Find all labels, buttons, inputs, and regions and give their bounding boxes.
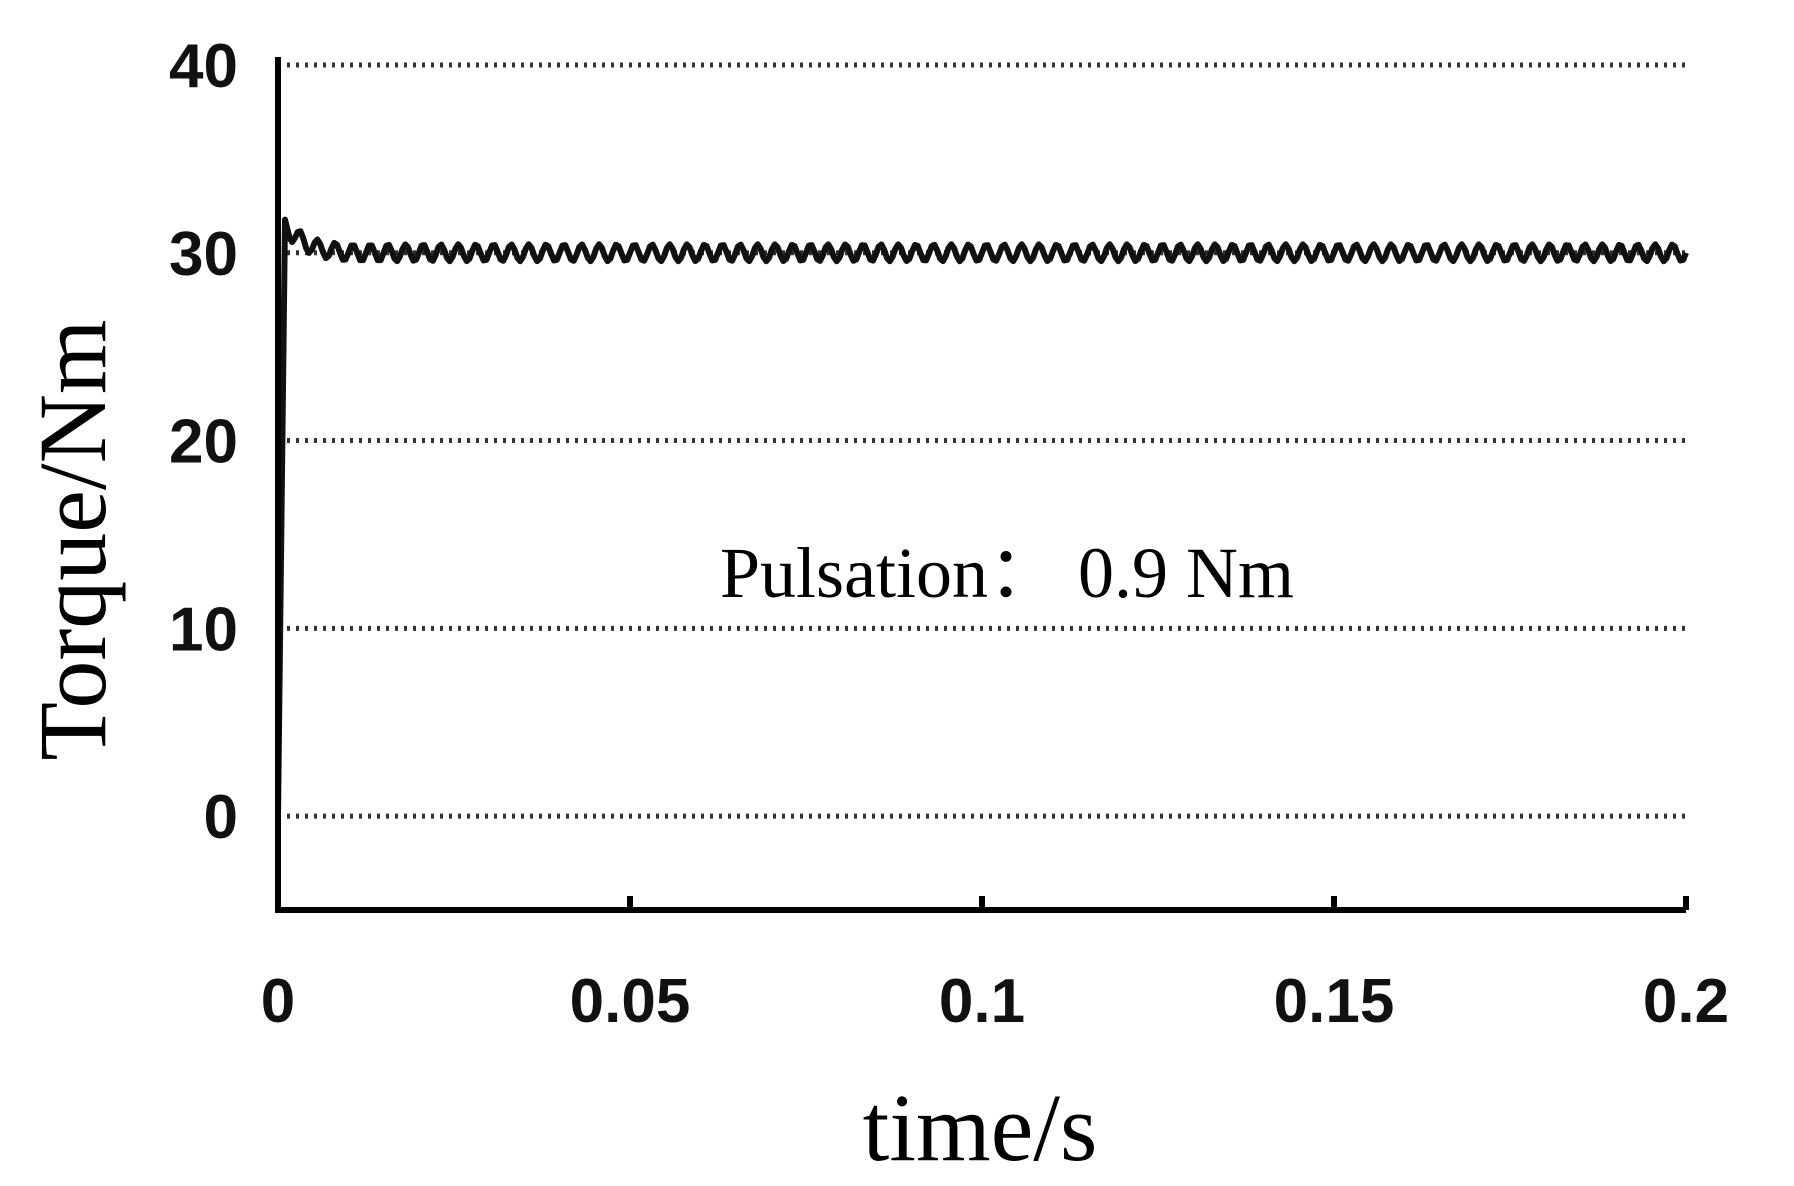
- x-ticks: 0 0.05 0.1 0.15 0.2: [261, 896, 1729, 1036]
- y-tick-label-0: 0: [204, 783, 238, 852]
- y-tick-label-40: 40: [169, 32, 238, 101]
- y-tick-label-10: 10: [169, 595, 238, 664]
- series-group: [275, 216, 1689, 817]
- x-tick-label-0: 0: [261, 967, 295, 1036]
- x-tick-label-0.15: 0.15: [1274, 967, 1395, 1036]
- pulsation-annotation: Pulsation： 0.9 Nm: [720, 533, 1294, 613]
- x-tick-label-0.1: 0.1: [939, 967, 1025, 1036]
- y-ticks: 0 10 20 30 40: [169, 32, 238, 852]
- grid-lines: [278, 62, 1686, 819]
- x-axis-title: time/s: [863, 1074, 1098, 1181]
- axes: [275, 57, 1686, 913]
- x-tick-label-0.2: 0.2: [1643, 967, 1729, 1036]
- series-line-0: [275, 216, 1689, 817]
- y-tick-label-20: 20: [169, 408, 238, 477]
- y-axis-title: Torque/Nm: [19, 319, 126, 760]
- y-tick-label-30: 30: [169, 220, 238, 289]
- x-tick-label-0.05: 0.05: [570, 967, 691, 1036]
